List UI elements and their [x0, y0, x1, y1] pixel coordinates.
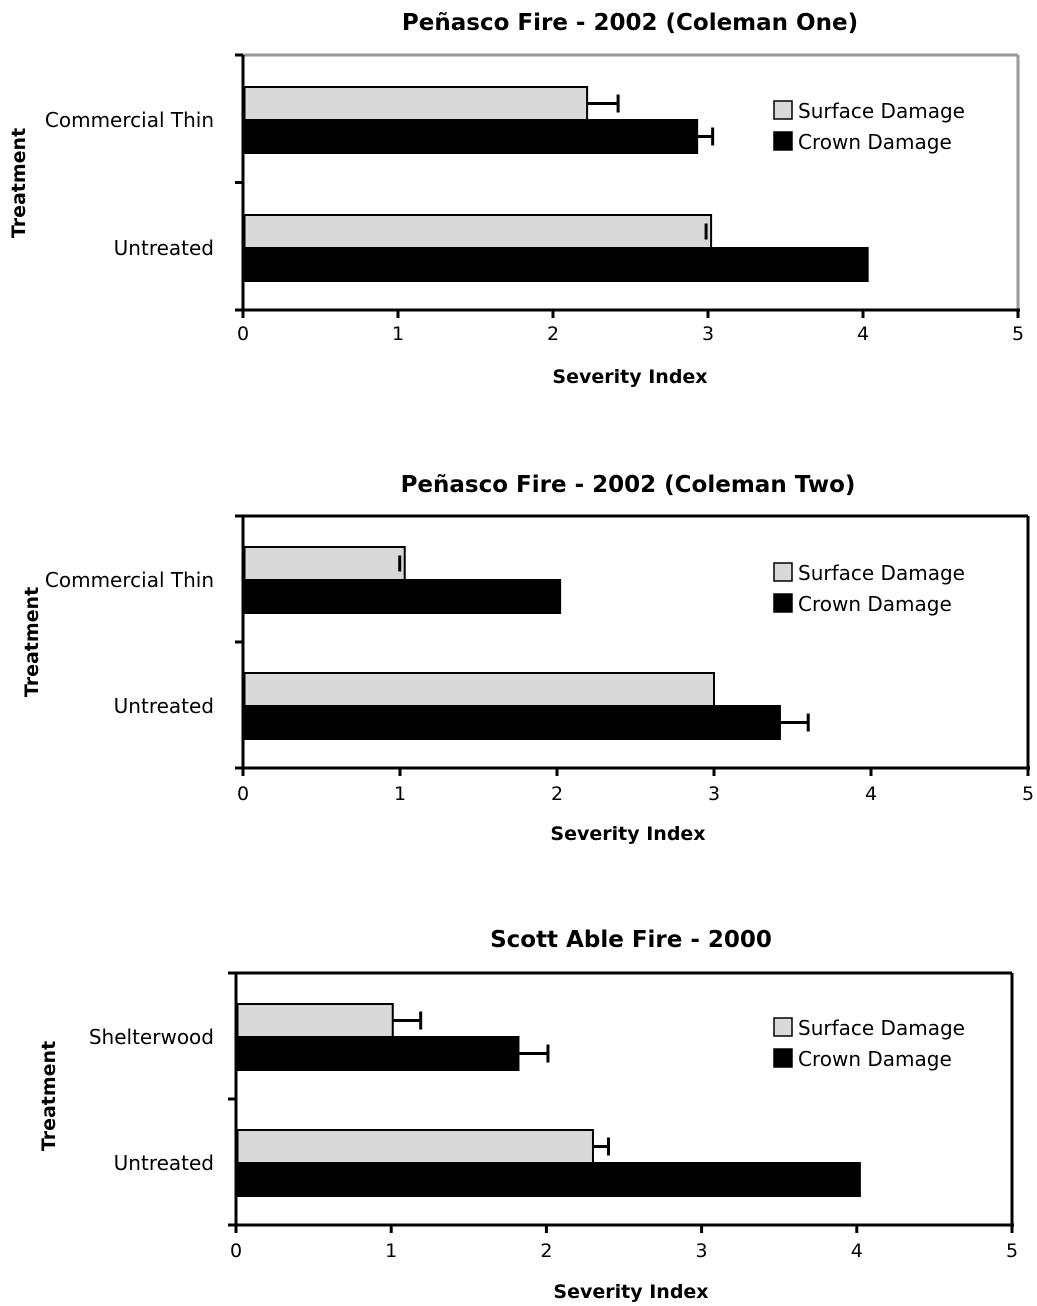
bar-crown [243, 705, 781, 740]
y-axis-label: Treatment [21, 587, 43, 697]
legend-label: Crown Damage [798, 130, 952, 154]
x-tick-label: 4 [851, 1240, 863, 1262]
chart-panel-1: Peñasco Fire - 2002 (Coleman One) 0 1 2 3 4 5 S… [8, 10, 1024, 388]
bar-crown [236, 1162, 861, 1197]
category-label: Shelterwood [89, 1025, 214, 1049]
bar-crown [243, 247, 869, 282]
bar-surface [243, 546, 406, 581]
category-label: Untreated [114, 1151, 214, 1175]
x-tick-label: 1 [392, 323, 404, 345]
x-tick-label: 5 [1006, 1240, 1018, 1262]
x-tick-label: 2 [551, 783, 563, 805]
x-axis-label: Severity Index [550, 823, 705, 845]
legend: Surface Damage Crown Damage [773, 99, 965, 154]
legend-swatch [773, 1017, 793, 1037]
x-tick-label: 0 [230, 1240, 242, 1262]
legend-swatch [773, 100, 793, 120]
x-tick-label: 5 [1022, 783, 1034, 805]
legend-swatch [773, 593, 793, 613]
x-tick-label: 0 [237, 323, 249, 345]
category-label: Untreated [114, 694, 214, 718]
bar-surface [243, 86, 589, 121]
x-tick-label: 0 [237, 783, 249, 805]
legend-label: Crown Damage [798, 1047, 952, 1071]
bar-surface [243, 214, 713, 249]
x-tick-label: 1 [385, 1240, 397, 1262]
bar-crown [236, 1036, 520, 1071]
legend-swatch [773, 1048, 793, 1068]
legend-label: Surface Damage [798, 99, 965, 123]
chart-title: Peñasco Fire - 2002 (Coleman Two) [401, 472, 856, 498]
x-tick-label: 1 [394, 783, 406, 805]
bar-surface [236, 1003, 394, 1038]
bar-crown [243, 579, 562, 614]
chart-panel-3: Scott Able Fire - 2000 0 1 2 3 4 5 Severity Ind… [38, 927, 1018, 1303]
category-label: Commercial Thin [45, 568, 214, 592]
x-tick-label: 4 [857, 323, 869, 345]
x-tick-label: 3 [702, 323, 714, 345]
x-tick-label: 2 [540, 1240, 552, 1262]
y-axis-label: Treatment [38, 1041, 60, 1151]
category-label: Commercial Thin [45, 108, 214, 132]
x-tick-label: 3 [696, 1240, 708, 1262]
legend-label: Surface Damage [798, 1016, 965, 1040]
chart-title: Scott Able Fire - 2000 [490, 927, 772, 953]
x-tick-label: 2 [547, 323, 559, 345]
x-tick-label: 4 [865, 783, 877, 805]
legend-label: Surface Damage [798, 561, 965, 585]
bar-crown [243, 119, 699, 154]
x-axis-label: Severity Index [553, 1281, 708, 1303]
bar-surface [236, 1129, 594, 1164]
legend-swatch [773, 562, 793, 582]
y-axis-label: Treatment [8, 128, 30, 238]
x-axis-label: Severity Index [552, 366, 707, 388]
legend: Surface Damage Crown Damage [773, 561, 965, 616]
chart-title: Peñasco Fire - 2002 (Coleman One) [402, 10, 858, 36]
x-tick-label: 3 [708, 783, 720, 805]
legend-swatch [773, 131, 793, 151]
legend: Surface Damage Crown Damage [773, 1016, 965, 1071]
legend-label: Crown Damage [798, 592, 952, 616]
x-tick-label: 5 [1012, 323, 1024, 345]
category-label: Untreated [114, 236, 214, 260]
bar-surface [243, 672, 715, 707]
chart-panel-2: Peñasco Fire - 2002 (Coleman Two) 0 1 2 3 4 5 S… [21, 472, 1034, 845]
